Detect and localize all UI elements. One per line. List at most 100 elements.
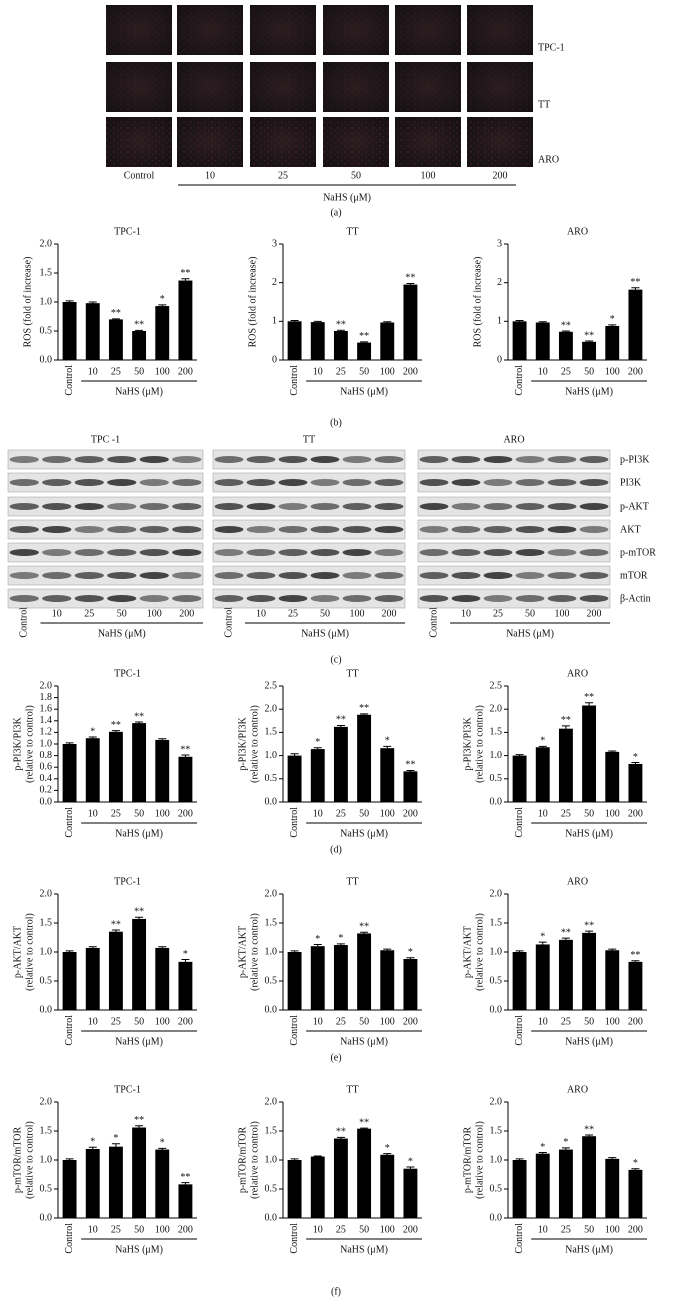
- y-tick-label: 1.5: [40, 1125, 53, 1136]
- x-tick-label: Control: [64, 807, 75, 838]
- bar: [85, 947, 100, 1010]
- error-bar: [608, 948, 617, 952]
- x-tick-label: Control: [514, 365, 525, 396]
- y-tick-label: 3: [272, 238, 277, 249]
- x-axis-label: NaHS (μM): [115, 828, 163, 839]
- significance-label: **: [359, 703, 369, 714]
- blot-band: [107, 549, 137, 556]
- y-tick-label: 1.5: [265, 727, 278, 738]
- blot-band: [419, 595, 449, 602]
- blot-band: [214, 456, 244, 463]
- column-label: 50: [525, 608, 535, 619]
- blot-strip: [417, 472, 611, 493]
- blot-band: [374, 456, 404, 463]
- error-bar: [181, 959, 190, 965]
- x-tick-label: 50: [584, 366, 594, 377]
- error-bar: [631, 960, 640, 964]
- blot-band: [451, 572, 481, 579]
- blot-band: [579, 526, 609, 533]
- x-tick-label: 200: [628, 366, 643, 377]
- significance-label: **: [180, 744, 190, 755]
- blot-band: [374, 526, 404, 533]
- significance-label: *: [160, 1138, 165, 1149]
- blot-strip: [7, 519, 204, 540]
- blot-band: [278, 456, 308, 463]
- x-axis-label: NaHS (μM): [115, 386, 163, 397]
- x-tick-label: 100: [605, 1224, 620, 1235]
- blot-strip: [7, 565, 204, 586]
- blot-strip: [212, 565, 406, 586]
- blot-band: [419, 549, 449, 556]
- blot-band: [74, 572, 104, 579]
- significance-label: **: [405, 760, 415, 771]
- y-tick-label: 1.5: [40, 267, 53, 278]
- blot-band: [483, 456, 513, 463]
- y-tick-label: 1.0: [490, 750, 503, 761]
- y-axis-label: (relative to control): [474, 1121, 485, 1199]
- column-label: 50: [351, 170, 361, 181]
- bar: [558, 331, 573, 360]
- blot-band: [451, 549, 481, 556]
- bar: [605, 325, 620, 360]
- chart-title: ARO: [567, 1084, 588, 1095]
- error-bar: [406, 1166, 415, 1171]
- blot-band: [579, 595, 609, 602]
- row-label: TPC-1: [538, 42, 565, 53]
- blot-band: [483, 572, 513, 579]
- x-tick-label: 50: [584, 1016, 594, 1027]
- x-axis-label: NaHS (μM): [340, 386, 388, 397]
- blot-band: [107, 479, 137, 486]
- error-bar: [585, 702, 594, 709]
- error-bar: [88, 946, 97, 950]
- blot-band: [172, 503, 202, 510]
- bar: [62, 744, 77, 802]
- x-tick-label: 100: [605, 808, 620, 819]
- bar: [108, 931, 123, 1010]
- bar: [333, 331, 348, 360]
- error-bar: [158, 946, 167, 950]
- column-label: 200: [493, 170, 508, 181]
- blot-band: [172, 572, 202, 579]
- blot-strip: [212, 542, 406, 563]
- y-tick-label: 0.0: [265, 1212, 278, 1223]
- y-tick-label: 0.5: [265, 975, 278, 986]
- significance-label: **: [630, 950, 640, 961]
- bar: [380, 322, 395, 360]
- blot-band: [246, 456, 276, 463]
- x-tick-label: 100: [380, 808, 395, 819]
- error-bar: [538, 745, 547, 749]
- blot-band: [374, 479, 404, 486]
- x-tick-label: 25: [111, 1016, 121, 1027]
- bar: [558, 939, 573, 1010]
- row-label: TT: [538, 99, 550, 110]
- blot-band: [246, 549, 276, 556]
- bar: [178, 756, 193, 802]
- x-tick-label: 50: [359, 366, 369, 377]
- significance-label: **: [336, 1127, 346, 1138]
- blot-band: [246, 503, 276, 510]
- blot-band: [74, 526, 104, 533]
- bar: [132, 918, 147, 1010]
- y-tick-label: 1.0: [40, 296, 53, 307]
- x-tick-label: 50: [359, 1016, 369, 1027]
- x-tick-label: 200: [178, 1016, 193, 1027]
- column-label: 25: [493, 608, 503, 619]
- blot-band: [374, 572, 404, 579]
- blot-band: [246, 526, 276, 533]
- blot-band: [483, 503, 513, 510]
- blot-band: [278, 503, 308, 510]
- error-bar: [406, 769, 415, 773]
- blot-band: [342, 572, 372, 579]
- x-tick-label: 200: [178, 366, 193, 377]
- y-axis-label: (relative to control): [474, 705, 485, 783]
- column-label: 25: [84, 608, 94, 619]
- micrograph-signal: [467, 117, 533, 167]
- blot-band: [515, 572, 545, 579]
- x-axis-label: NaHS (μM): [340, 1036, 388, 1047]
- x-tick-label: 10: [313, 1224, 323, 1235]
- y-tick-label: 0.0: [40, 1212, 53, 1223]
- micrograph-signal: [177, 5, 243, 55]
- y-tick-label: 3: [497, 238, 502, 249]
- blot-band: [451, 595, 481, 602]
- significance-label: *: [338, 933, 343, 944]
